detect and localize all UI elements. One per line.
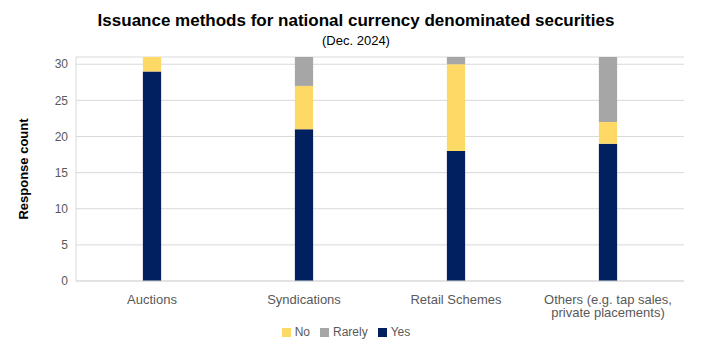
svg-text:Syndications: Syndications [267, 292, 341, 307]
svg-text:Response count: Response count [16, 118, 31, 220]
html-text:Yes: Yes [390, 325, 411, 339]
svg-text:15: 15 [55, 166, 69, 180]
html-text:Issuance methods for national: Issuance methods for national currency d… [97, 11, 615, 30]
svg-text:Others (e.g. tap sales,private: Others (e.g. tap sales,private placement… [544, 292, 672, 320]
svg-text:20: 20 [55, 130, 69, 144]
html-text:(Dec. 2024): (Dec. 2024) [322, 33, 390, 48]
svg-text:0: 0 [61, 274, 68, 288]
svg-text:5: 5 [61, 238, 68, 252]
svg-text:Retail Schemes: Retail Schemes [410, 292, 502, 307]
html-text:No: No [294, 325, 310, 339]
svg-text:25: 25 [55, 94, 69, 108]
svg-text:Auctions: Auctions [127, 292, 177, 307]
html-text:Rarely: Rarely [333, 325, 368, 339]
svg-text:30: 30 [55, 57, 69, 71]
svg-text:10: 10 [55, 202, 69, 216]
